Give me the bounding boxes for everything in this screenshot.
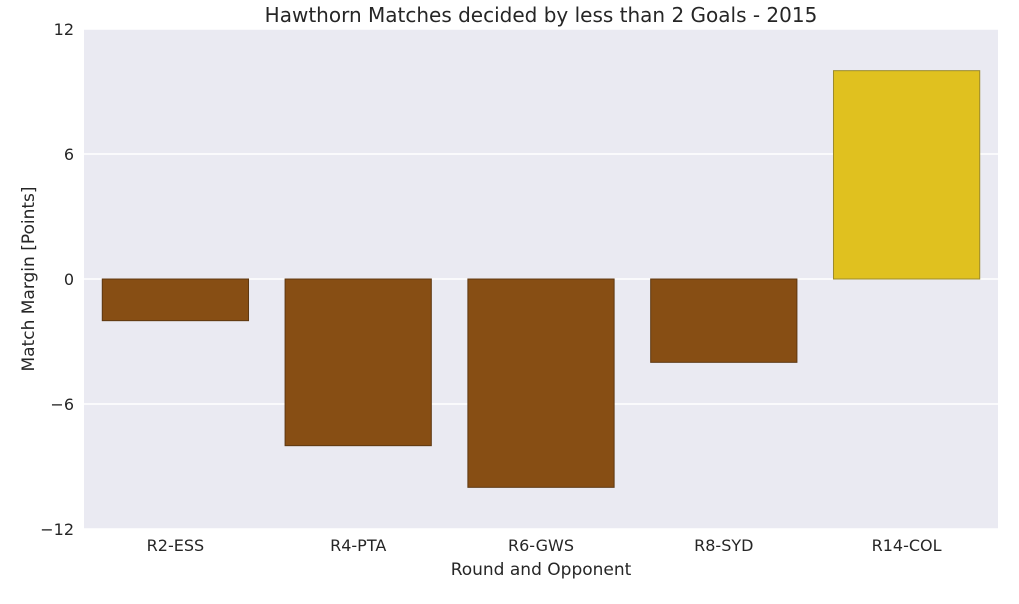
x-tick-label: R4-PTA (330, 536, 386, 555)
y-tick-labels: −12 −6 0 6 12 (40, 20, 74, 539)
chart-title: Hawthorn Matches decided by less than 2 … (265, 3, 818, 27)
bars (101, 70, 981, 488)
y-tick-label: 12 (54, 20, 74, 39)
y-axis-label: Match Margin [Points] (19, 186, 39, 371)
bar-r4-pta (284, 278, 432, 447)
x-tick-label: R14-COL (872, 536, 942, 555)
x-tick-label: R2-ESS (147, 536, 205, 555)
y-tick-label: 6 (64, 145, 74, 164)
x-tick-label: R8-SYD (694, 536, 753, 555)
bar-r14-col (832, 70, 981, 280)
y-tick-label: −12 (40, 520, 74, 539)
y-tick-label: 0 (64, 270, 74, 289)
x-axis-label: Round and Opponent (451, 560, 632, 580)
y-tick-label: −6 (50, 395, 74, 414)
bar-r8-syd (650, 278, 798, 363)
x-tick-labels: R2-ESS R4-PTA R6-GWS R8-SYD R14-COL (147, 536, 942, 555)
bar-r2-ess (101, 278, 250, 322)
x-tick-label: R6-GWS (508, 536, 574, 555)
bar-r6-gws (467, 278, 615, 488)
